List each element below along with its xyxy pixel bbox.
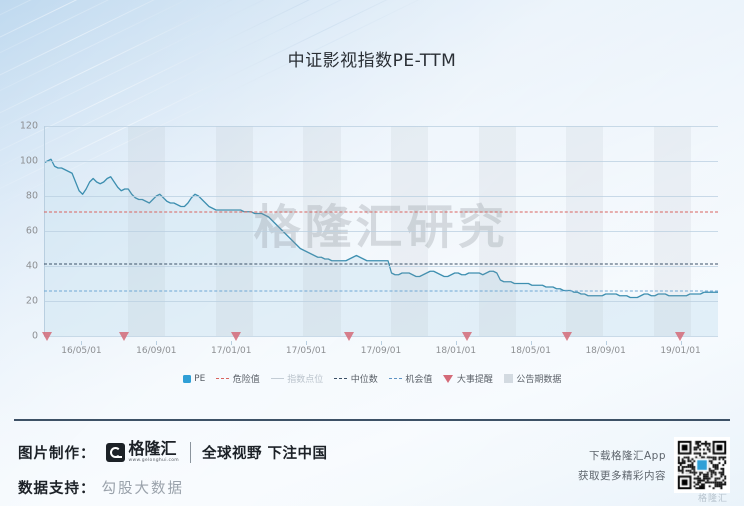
qr-watermark: 格隆汇 [697,494,728,504]
credit-label: 图片制作： [18,445,96,462]
legend-dash-icon [334,378,348,379]
gridline [44,196,718,197]
x-axis-tick-label: 17/05/01 [285,346,327,356]
x-axis-tick [605,341,607,345]
y-axis-tick-label: 20 [25,295,38,307]
gelonghui-logo-icon [105,442,125,462]
chart-legend: PE 危险值 指数点位 中位数 机会值 大事提醒 公告期数据 [0,372,744,385]
plot-canvas: 格隆汇研究 0 20 40 60 80 100 120 [20,121,718,342]
x-axis-tick-label: 17/01/01 [211,346,252,356]
x-axis-tick [156,341,158,345]
legend-dash-icon [388,378,402,379]
page-title: 中证影视指数PE-TTM [287,51,457,71]
y-axis-tick-label: 120 [19,120,38,132]
qr-block[interactable]: 下载格隆汇App 获取更多精彩内容 [578,437,730,493]
x-axis-tick [455,341,457,345]
y-axis-tick-label: 100 [19,155,38,167]
x-axis-tick [530,341,532,345]
data-source-value: 勾股大数据 [101,481,184,497]
footer: 图片制作： 格隆汇 www.gelonghui.com 全球视野 下注中国 数据… [0,425,744,506]
brand-name: 格隆汇 [128,439,177,458]
credit-row: 图片制作： 格隆汇 www.gelonghui.com 全球视野 下注中国 [18,441,328,463]
reference-line-中位数 [44,263,718,265]
legend-item-大事提醒[interactable]: 大事提醒 [443,372,493,385]
event-marker[interactable] [41,332,52,341]
x-axis-tick-label: 16/09/01 [136,346,177,356]
legend-band-icon [503,374,513,383]
qr-code-icon[interactable] [674,437,730,493]
legend-item-指数点位[interactable]: 指数点位 [270,372,324,385]
gridline [44,266,718,267]
legend-item-中位数[interactable]: 中位数 [334,372,378,385]
event-marker[interactable] [119,332,130,341]
gridline [44,231,718,232]
x-axis-tick [381,341,382,345]
legend-item-危险值[interactable]: 危险值 [216,372,260,385]
y-axis-tick-label: 60 [25,225,38,237]
legend-square-icon [182,374,191,383]
legend-label: 机会值 [405,375,433,385]
gridline [44,336,718,337]
legend-dash-icon [216,378,230,379]
x-axis-tick-label: 17/09/01 [360,346,402,356]
event-marker[interactable] [231,332,242,341]
x-axis-tick-label: 18/01/01 [435,346,477,356]
chart-area: 格隆汇研究 0 20 40 60 80 100 120 16/05/01 16/09/01 17… [0,118,744,358]
gridline [44,126,718,127]
legend-label: 指数点位 [287,375,324,385]
legend-label: PE [194,373,206,384]
reference-line-机会值 [44,290,718,292]
data-source-row: 数据支持： 勾股大数据 [18,477,184,498]
legend-item-PE[interactable]: PE [182,373,206,384]
brand-url: www.gelonghui.com [128,457,179,463]
brand-text: 格隆汇 www.gelonghui.com [129,441,180,463]
y-axis-line [44,126,45,336]
qr-line-1: 下载格隆汇App [588,449,666,462]
x-axis-tick-label: 18/05/01 [510,346,551,356]
x-axis-tick-label: 19/01/01 [660,346,701,356]
qr-caption: 下载格隆汇App 获取更多精彩内容 [578,448,666,483]
legend-solid-icon [270,378,284,379]
reference-line-危险值 [44,211,718,213]
event-marker[interactable] [343,332,354,341]
x-axis-tick [231,341,233,345]
legend-label: 危险值 [232,375,260,385]
y-axis-tick-label: 80 [25,190,38,202]
footer-divider [14,419,730,421]
legend-item-机会值[interactable]: 机会值 [388,372,433,385]
gridline [44,161,718,162]
qr-line-2: 获取更多精彩内容 [578,469,666,482]
data-source-label: 数据支持： [18,481,96,497]
x-axis-tick [306,341,308,345]
y-axis-tick-label: 0 [31,330,38,342]
gridline [44,301,718,302]
y-axis-tick-label: 40 [25,260,38,272]
legend-label: 中位数 [350,375,378,385]
legend-label: 大事提醒 [456,375,493,385]
brand-logo: 格隆汇 www.gelonghui.com [105,441,180,463]
x-axis-tick [680,341,682,345]
legend-item-公告期数据[interactable]: 公告期数据 [503,372,562,385]
x-axis-tick [81,341,83,345]
x-axis-tick-label: 16/05/01 [61,346,102,356]
event-marker[interactable] [462,332,473,341]
legend-triangle-icon [443,374,454,383]
vertical-divider [190,441,191,463]
event-marker[interactable] [562,332,573,341]
x-axis-tick-label: 18/09/01 [585,346,626,356]
event-marker[interactable] [675,332,686,341]
legend-label: 公告期数据 [516,375,562,385]
slogan: 全球视野 下注中国 [202,445,328,462]
x-axis-labels: 16/05/01 16/09/01 17/01/01 17/05/01 17/09/01… [44,341,718,362]
